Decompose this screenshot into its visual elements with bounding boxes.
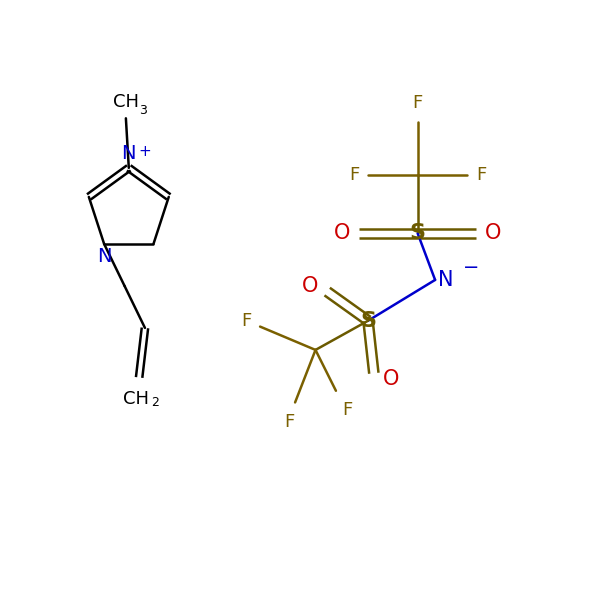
Text: O: O xyxy=(302,276,318,296)
Text: S: S xyxy=(360,311,376,331)
Text: 3: 3 xyxy=(139,104,147,117)
Text: F: F xyxy=(342,401,352,419)
Text: F: F xyxy=(284,413,294,431)
Text: F: F xyxy=(476,166,486,184)
Text: O: O xyxy=(334,223,350,243)
Text: S: S xyxy=(409,223,426,243)
Text: O: O xyxy=(383,369,399,389)
Text: CH: CH xyxy=(123,391,149,408)
Text: CH: CH xyxy=(113,93,139,111)
Text: F: F xyxy=(349,166,359,184)
Text: N: N xyxy=(122,144,136,163)
Text: N: N xyxy=(97,247,111,266)
Text: F: F xyxy=(412,94,423,112)
Text: F: F xyxy=(241,312,252,330)
Text: 2: 2 xyxy=(151,396,159,409)
Text: O: O xyxy=(485,223,501,243)
Text: +: + xyxy=(139,144,151,159)
Text: N: N xyxy=(438,270,454,290)
Text: −: − xyxy=(463,257,480,277)
